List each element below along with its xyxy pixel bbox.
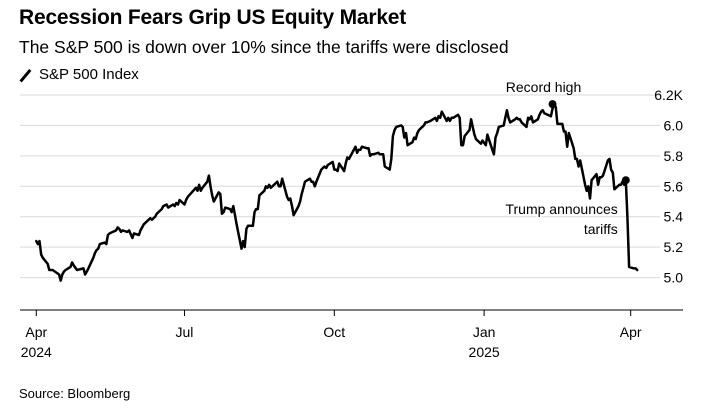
annotation-tariffs-line: Trump announces bbox=[505, 201, 617, 217]
y-axis-ticks: 5.0 5.2 5.4 5.6 5.8 6.0 6.2K bbox=[654, 87, 683, 286]
x-tick-label: Jan bbox=[473, 324, 496, 340]
source-note: Source: Bloomberg bbox=[19, 386, 131, 401]
x-tick-label: Oct bbox=[323, 324, 345, 340]
chart-subtitle: The S&P 500 is down over 10% since the t… bbox=[19, 37, 509, 57]
y-tick-label: 5.6 bbox=[664, 178, 684, 194]
x-tick-label: Jul bbox=[176, 324, 194, 340]
y-tick-label: 5.2 bbox=[664, 239, 684, 255]
annotations: Record high Trump announces tariffs bbox=[503, 79, 630, 239]
annotation-marker bbox=[548, 100, 557, 109]
series-group bbox=[35, 102, 639, 282]
x-tick-year-label: 2024 bbox=[21, 344, 52, 360]
annotation-record-high: Record high bbox=[506, 79, 582, 95]
y-tick-label: 5.8 bbox=[664, 148, 684, 164]
y-tick-label: 5.0 bbox=[664, 270, 684, 286]
legend-label: S&P 500 Index bbox=[39, 66, 139, 83]
series-line-sp500 bbox=[35, 102, 639, 282]
x-axis: Apr 2024 Jul Oct Jan 2025 Apr bbox=[20, 309, 683, 360]
annotation-marker bbox=[621, 176, 630, 185]
x-tick-year-label: 2025 bbox=[469, 344, 500, 360]
y-tick-label: 5.4 bbox=[664, 209, 684, 225]
y-tick-label: 6.0 bbox=[664, 117, 684, 133]
annotation-tariffs-line: tariffs bbox=[584, 221, 618, 237]
x-tick-label: Apr bbox=[25, 324, 47, 340]
chart-title: Recession Fears Grip US Equity Market bbox=[19, 6, 407, 29]
legend: S&P 500 Index bbox=[19, 66, 139, 83]
x-tick-label: Apr bbox=[620, 324, 642, 340]
gridlines bbox=[20, 94, 660, 279]
y-tick-label: 6.2K bbox=[654, 87, 683, 103]
